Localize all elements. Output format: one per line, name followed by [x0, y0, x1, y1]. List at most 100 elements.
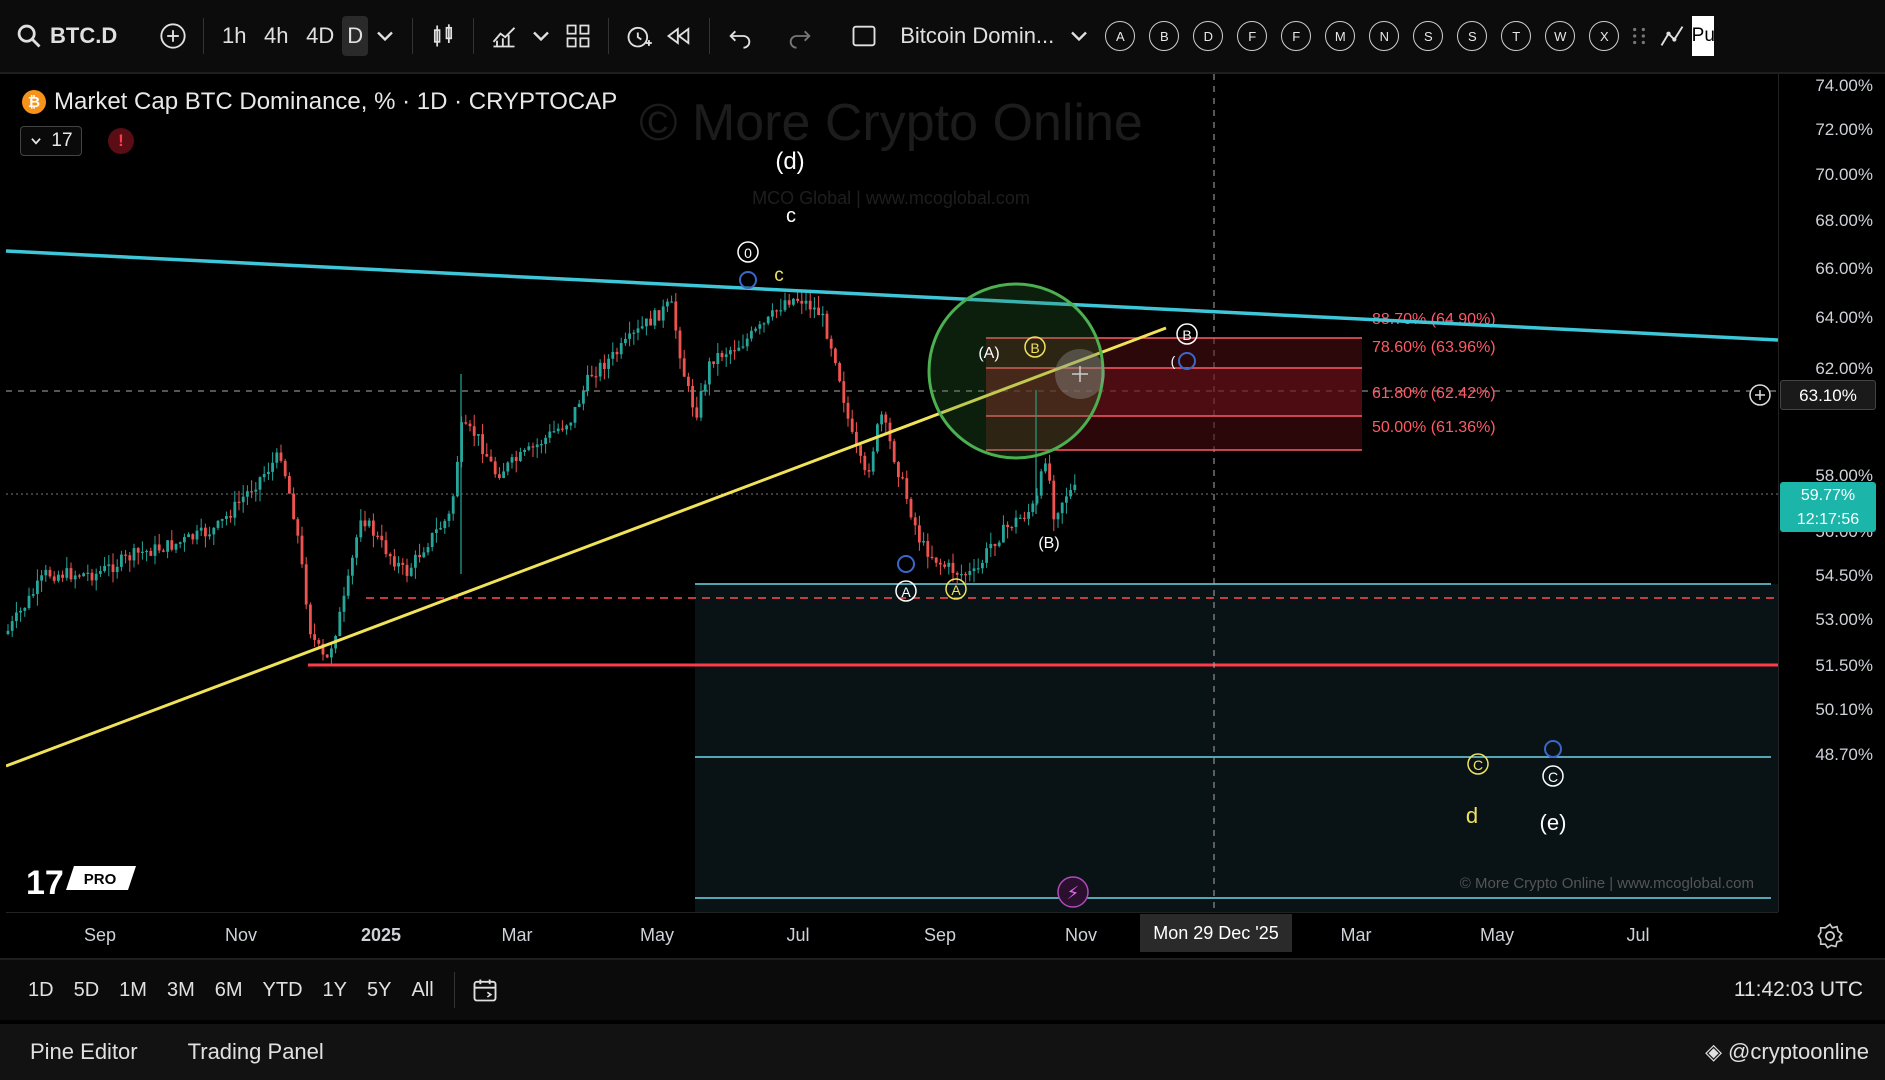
candle-body — [674, 301, 678, 331]
drawing-tool-x-button[interactable]: X — [1589, 21, 1620, 51]
candle-body — [1027, 512, 1030, 519]
warning-icon[interactable]: ! — [108, 128, 134, 154]
candle-body — [136, 548, 140, 553]
timeframe-1h[interactable]: 1h — [221, 23, 247, 48]
resistance-trendline[interactable] — [6, 249, 1778, 342]
profile-graph-icon[interactable] — [1652, 16, 1692, 56]
timeframe-4d[interactable]: 4D — [306, 23, 335, 48]
publish-button[interactable]: Pu — [1692, 16, 1715, 56]
replay-button[interactable] — [659, 16, 699, 56]
range-5y-button[interactable]: 5Y — [367, 978, 392, 1001]
timeframe-4h[interactable]: 4h — [263, 23, 289, 48]
candle-body — [892, 441, 896, 463]
series-legend[interactable]: ₿ Market Cap BTC Dominance, % · 1D · CRY… — [22, 88, 617, 116]
candle-body — [842, 381, 846, 403]
range-all-button[interactable]: All — [411, 978, 434, 1001]
drawing-tool-f-button[interactable]: F — [1281, 21, 1312, 51]
indicators-dropdown[interactable] — [524, 16, 558, 56]
support-trendline[interactable] — [6, 326, 1167, 768]
candle-body — [699, 391, 703, 418]
layout-dropdown[interactable] — [1062, 16, 1096, 56]
range-1m-button[interactable]: 1M — [119, 978, 147, 1001]
candle-body — [737, 347, 741, 351]
candle-body — [338, 611, 342, 637]
alert-button[interactable] — [619, 16, 659, 56]
compare-symbol-button[interactable] — [153, 16, 193, 56]
time-axis-label: Sep — [923, 925, 957, 945]
wave-label-c-white-circle: C — [1548, 769, 1558, 785]
candle-body — [1023, 517, 1026, 519]
indicators-collapse-button[interactable]: 17 — [20, 126, 82, 156]
drawing-tool-d-button[interactable]: D — [1193, 21, 1224, 51]
price-chart[interactable]: © More Crypto Online MCO Global | www.mc… — [6, 74, 1778, 912]
candle-body — [94, 573, 98, 581]
drag-handle-icon[interactable] — [1626, 16, 1652, 56]
range-1y-button[interactable]: 1Y — [322, 978, 348, 1001]
wave-marker-b-white — [1176, 323, 1198, 345]
chart-canvas[interactable]: © More Crypto Online MCO Global | www.mc… — [6, 74, 1778, 912]
drawing-tool-n-button[interactable]: N — [1369, 21, 1400, 51]
candle-body — [111, 564, 115, 573]
fib-zone-3 — [986, 416, 1362, 450]
add-alert-plus-icon[interactable] — [1748, 383, 1772, 407]
candle-body — [258, 477, 262, 490]
candle-body — [871, 451, 875, 472]
lightning-icon[interactable] — [1057, 876, 1089, 908]
range-6m-button[interactable]: 6M — [214, 978, 243, 1001]
candle-body — [976, 568, 980, 570]
drawing-tool-a-button[interactable]: A — [1105, 21, 1136, 51]
candle-body — [330, 648, 333, 658]
drawing-tool-m-button[interactable]: M — [1325, 21, 1356, 51]
range-3m-button[interactable]: 3M — [166, 978, 195, 1001]
redo-button[interactable] — [780, 16, 820, 56]
candle-body — [99, 571, 102, 574]
utc-clock[interactable]: 11:42:03 UTC — [1733, 978, 1863, 1001]
candle-body — [351, 557, 354, 576]
range-1d-button[interactable]: 1D — [28, 978, 54, 1001]
highlight-circle — [927, 282, 1105, 460]
price-axis-label: 62.00% — [1815, 359, 1873, 378]
drawing-tool-b-button[interactable]: B — [1149, 21, 1180, 51]
time-axis-label: Nov — [1064, 925, 1098, 945]
tradingview-logo: 17 PRO — [26, 864, 136, 902]
time-axis[interactable]: Sep Nov 2025 Mar May Jul Sep Nov Mar May Jul — [6, 912, 1778, 956]
crosshair-price: 63.10% — [1799, 386, 1857, 405]
candle-body — [729, 350, 732, 355]
crosshair-date-tag: Mon 29 Dec '25 — [1140, 914, 1292, 952]
candle-body — [321, 643, 325, 655]
diamond-icon: ◈ — [1705, 1039, 1723, 1064]
tab-trading-panel[interactable]: Trading Panel — [187, 1039, 324, 1064]
candle-body — [183, 537, 186, 543]
candle-body — [745, 338, 749, 347]
date-range-calendar-icon[interactable] — [465, 970, 505, 1010]
layout-name[interactable]: Bitcoin Domin... — [900, 23, 1055, 48]
drawing-tool-s-button[interactable]: S — [1413, 21, 1444, 51]
candle-body — [880, 414, 883, 425]
chart-settings-gear-icon[interactable] — [1816, 922, 1844, 950]
symbol-search[interactable]: BTC.D — [14, 16, 117, 56]
chart-type-button[interactable] — [423, 16, 463, 56]
candle-body — [451, 496, 455, 514]
candle-body — [997, 542, 1001, 547]
fib-zone-1 — [986, 338, 1362, 368]
undo-button[interactable] — [720, 16, 760, 56]
candle-body — [947, 562, 951, 567]
timeframe-d[interactable]: D — [342, 16, 369, 56]
candle-body — [808, 300, 812, 310]
indicators-button[interactable] — [484, 16, 524, 56]
drawing-tool-t-button[interactable]: T — [1501, 21, 1532, 51]
drawing-tool-f-button[interactable]: F — [1237, 21, 1268, 51]
candle-body — [288, 476, 291, 494]
range-buttons: 1D 5D 1M 3M 6M YTD 1Y 5Y All — [18, 979, 444, 1002]
layout-checkbox[interactable] — [844, 16, 884, 56]
templates-button[interactable] — [558, 16, 598, 56]
drawing-tool-w-button[interactable]: W — [1545, 21, 1576, 51]
tab-pine-editor[interactable]: Pine Editor — [30, 1039, 138, 1064]
drawing-tool-s-button[interactable]: S — [1457, 21, 1488, 51]
range-ytd-button[interactable]: YTD — [262, 978, 303, 1001]
candle-body — [430, 532, 434, 548]
candle-body — [468, 423, 472, 427]
range-5d-button[interactable]: 5D — [73, 978, 100, 1001]
candle-body — [821, 313, 825, 316]
timeframe-dropdown[interactable] — [368, 16, 402, 56]
